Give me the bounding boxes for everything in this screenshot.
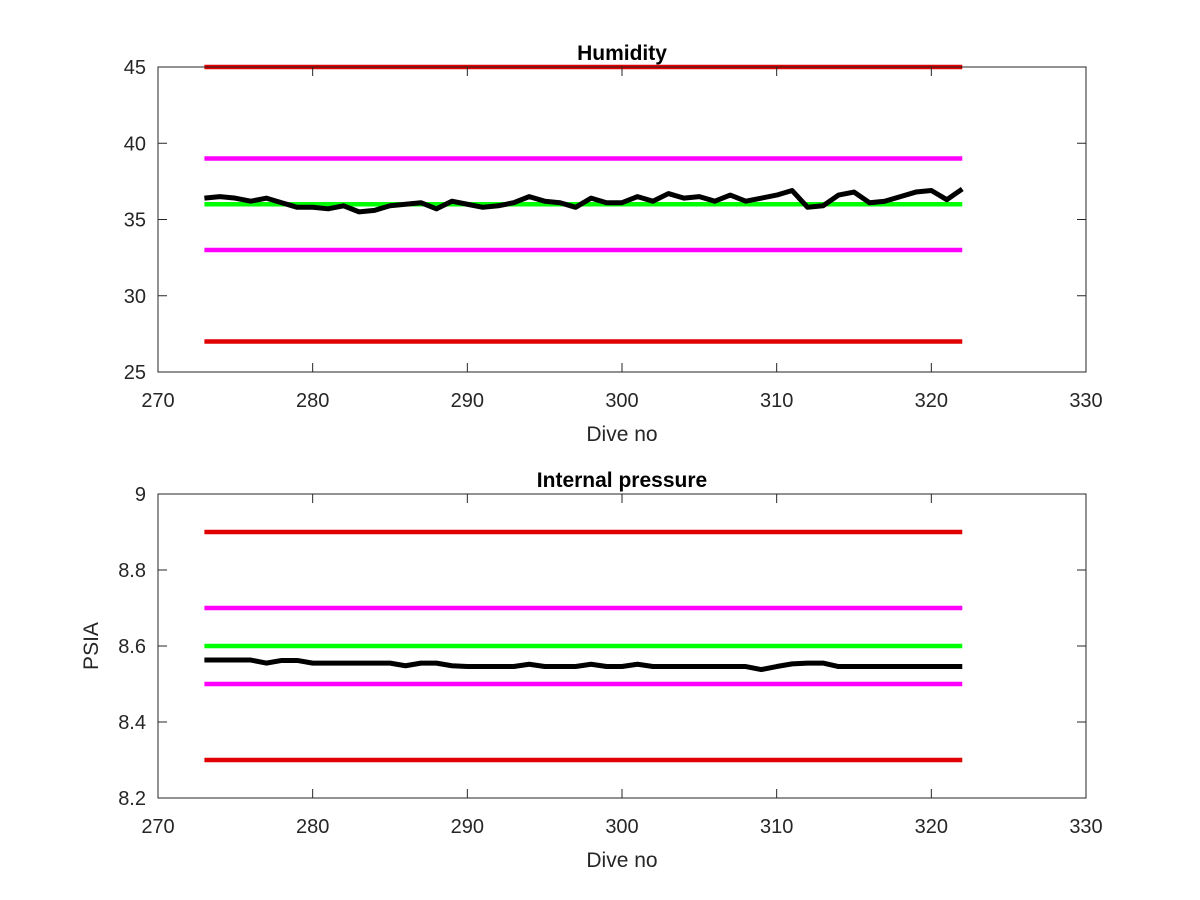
chart-1-x-tick-label-310: 310	[760, 816, 793, 838]
chart-1-x-tick-label-290: 290	[451, 816, 484, 838]
chart-1-x-tick-label-280: 280	[296, 816, 329, 838]
chart-1-x-tick-label-270: 270	[141, 816, 174, 838]
chart-0-plot-area	[158, 67, 1086, 372]
chart-0-x-tick-label-330: 330	[1069, 390, 1102, 412]
chart-0-x-tick-label-300: 300	[605, 390, 638, 412]
chart-0-y-tick-label-1: 30	[124, 286, 146, 308]
chart-1-y-tick-label-0: 8.2	[118, 788, 146, 810]
chart-0-x-axis-label: Dive no	[586, 423, 657, 446]
chart-0-y-tick-label-3: 40	[124, 133, 146, 155]
chart-1-title: Internal pressure	[537, 469, 707, 492]
internal-pressure-chart: 270 280 290 300 310 320 330 8.2 8.4 8.6 8.8 9 Intern…	[80, 469, 1103, 872]
chart-0-x-tick-label-310: 310	[760, 390, 793, 412]
chart-0-y-tick-label-4: 45	[124, 57, 146, 79]
chart-0-x-tick-label-280: 280	[296, 390, 329, 412]
chart-0-y-tick-label-2: 35	[124, 210, 146, 232]
chart-0-x-tick-label-270: 270	[141, 390, 174, 412]
chart-1-series-measured	[204, 657, 963, 673]
chart-0-x-tick-label-290: 290	[451, 390, 484, 412]
chart-0-x-tick-label-320: 320	[915, 390, 948, 412]
humidity-chart: 270 280 290 300 310 320 330 25 30 35 40 45 Humidity D…	[124, 42, 1103, 446]
chart-1-x-tick-label-330: 330	[1069, 816, 1102, 838]
chart-1-x-tick-label-320: 320	[915, 816, 948, 838]
chart-1-y-axis-label: PSIA	[80, 622, 103, 670]
chart-1-y-tick-label-2: 8.6	[118, 636, 146, 658]
chart-0-y-tick-label-0: 25	[124, 362, 146, 384]
chart-1-x-tick-label-300: 300	[605, 816, 638, 838]
chart-0-title: Humidity	[577, 42, 667, 65]
chart-0-series-measured	[204, 186, 964, 215]
chart-1-y-tick-label-4: 9	[135, 484, 146, 506]
chart-1-y-tick-label-1: 8.4	[118, 712, 146, 734]
chart-1-y-tick-label-3: 8.8	[118, 560, 146, 582]
chart-1-x-axis-label: Dive no	[586, 849, 657, 872]
